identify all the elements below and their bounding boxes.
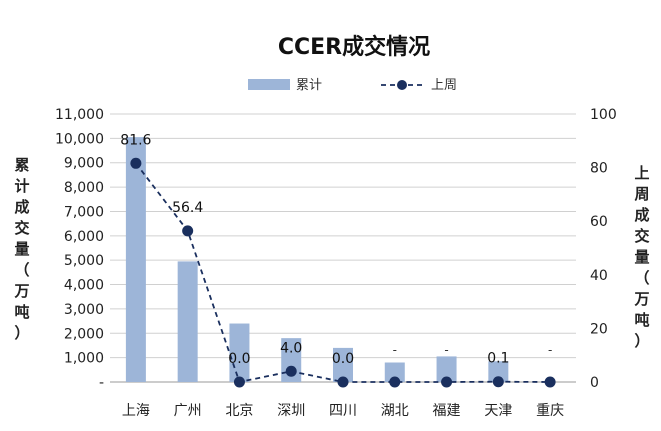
data-label: 4.0 [280,340,302,356]
y-axis-label: 累计成交量（万吨） [13,156,29,342]
y2-tick-label: 40 [590,268,608,284]
legend-label: 上周 [431,78,457,93]
line-point-5 [337,376,349,388]
data-label: 0.0 [332,351,354,367]
y-tick-label: 2,000 [64,326,104,342]
y2-axis-label: 上周成交量（万吨） [633,164,649,350]
x-tick-label: 重庆 [536,403,564,419]
y2-tick-label: 20 [590,321,608,337]
y-tick-label: 10,000 [55,131,104,147]
x-tick-label: 深圳 [277,403,305,419]
x-tick-label: 湖北 [381,403,409,419]
x-tick-label: 福建 [433,403,461,419]
data-label: 0.1 [487,351,509,367]
y-tick-label: - [99,375,104,391]
bar-5 [333,347,353,382]
y-tick-label: 1,000 [64,351,104,367]
line-point-3 [233,376,245,388]
line-point-7 [441,376,453,388]
y2-tick-label: 100 [590,107,617,123]
legend-swatch-bar [248,79,290,90]
y-tick-label: 4,000 [64,278,104,294]
y-tick-label: 5,000 [64,253,104,269]
line-point-8 [492,376,504,388]
x-tick-label: 北京 [225,403,253,419]
x-tick-label: 四川 [329,403,357,419]
line-point-2 [182,225,194,237]
line-point-4 [285,365,297,377]
x-tick-label: 广州 [174,403,202,419]
line-point-9 [544,376,556,388]
line-point-6 [389,376,401,388]
data-label: - [444,343,448,357]
y2-tick-label: 0 [590,375,599,391]
data-label: 0.0 [228,351,250,367]
bar-6 [384,362,405,382]
y-tick-label: 7,000 [64,204,104,220]
y2-tick-label: 80 [590,161,608,177]
bar-7 [436,356,457,382]
data-label: - [548,343,552,357]
x-tick-label: 天津 [484,403,512,419]
data-label: 81.6 [120,132,151,148]
data-label: - [393,343,397,357]
data-label: 56.4 [172,200,203,216]
y-tick-label: 3,000 [64,302,104,318]
legend-label: 累计 [296,78,322,93]
y-tick-label: 11,000 [55,107,104,123]
bar-2 [177,261,198,382]
bar-8 [488,361,509,382]
y2-tick-label: 60 [590,214,608,230]
series-line-上周 [135,162,551,384]
y-tick-label: 9,000 [64,156,104,172]
line-point-1 [130,157,142,169]
y-tick-label: 6,000 [64,229,104,245]
bar-1 [125,137,146,382]
legend-marker [397,80,407,90]
chart-title: CCER成交情况 [278,34,430,60]
y-tick-label: 8,000 [64,180,104,196]
x-tick-label: 上海 [122,403,150,419]
